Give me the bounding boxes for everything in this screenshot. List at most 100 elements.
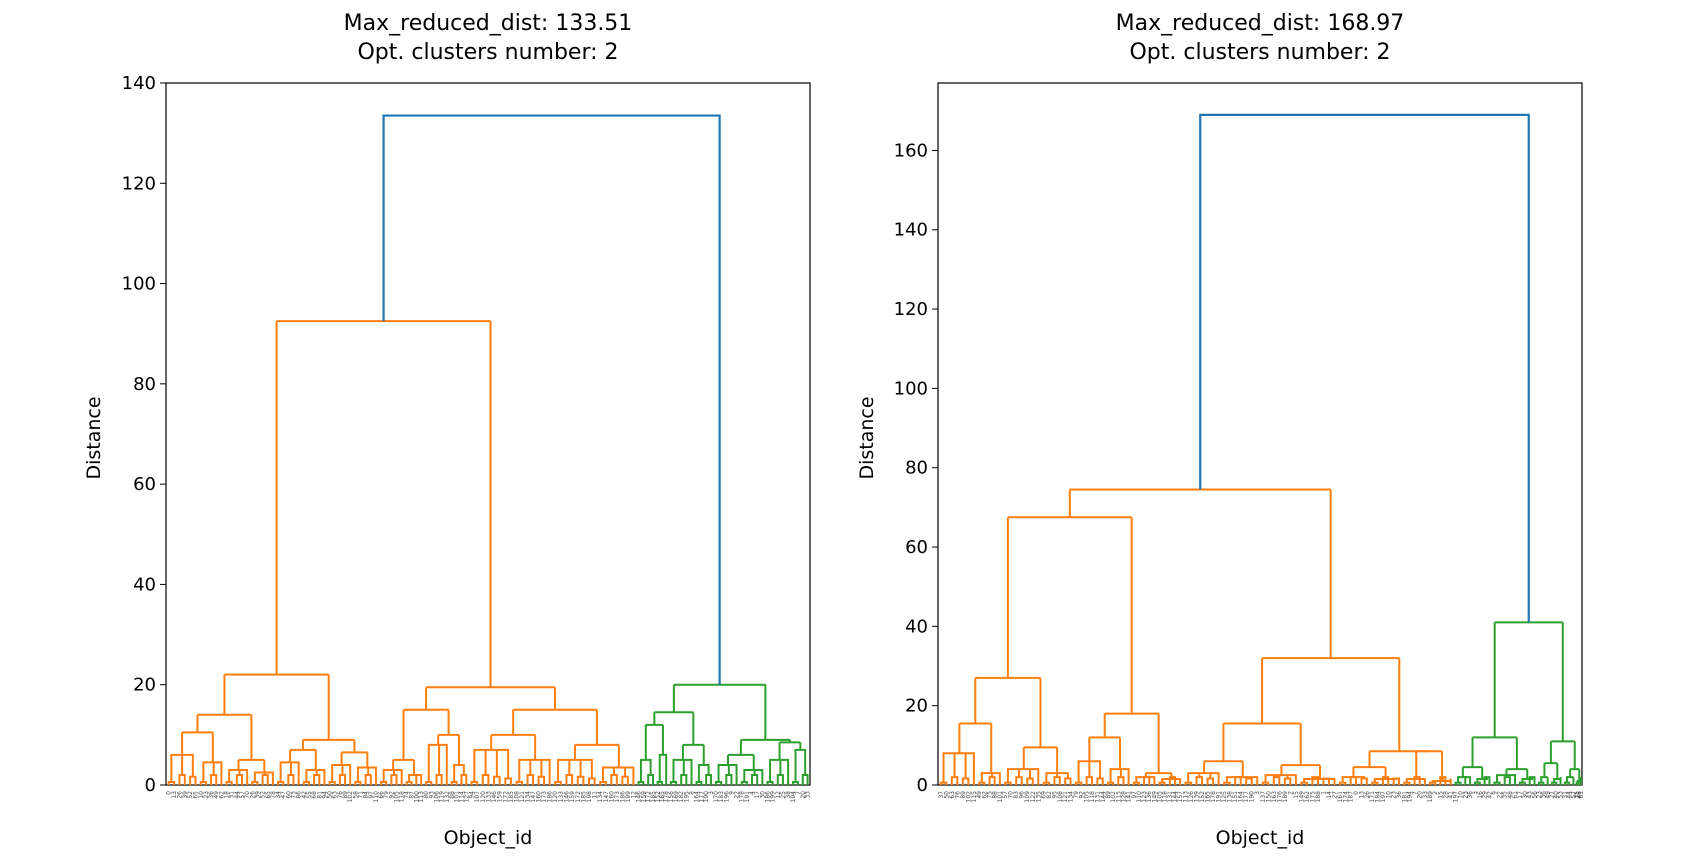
- leaf-label: 178: [663, 791, 670, 803]
- leaf-label: 151: [1232, 791, 1239, 803]
- leaf-label: 173: [541, 791, 548, 803]
- y-tick-label: 140: [894, 220, 928, 241]
- leaf-label: 173: [614, 791, 621, 803]
- leaf-branch: [481, 773, 490, 785]
- leaf-label: 26: [249, 791, 256, 799]
- leaf-label: 113: [418, 791, 425, 803]
- leaf-label: 186: [764, 791, 771, 803]
- leaf-label: 152: [1199, 791, 1206, 803]
- leaf-label: 125: [1221, 791, 1228, 803]
- leaf-label: 30: [1522, 791, 1529, 799]
- leaf-label: 0: [166, 791, 173, 795]
- merge-branch: [639, 758, 652, 782]
- leaf-label: 79: [383, 791, 390, 799]
- leaf-label: 196: [723, 791, 730, 803]
- leaf-label: 134: [525, 791, 532, 803]
- y-tick-label: 80: [133, 374, 156, 395]
- leaf-branch: [1143, 776, 1151, 785]
- leaf-label: 3: [1254, 791, 1261, 795]
- leaf-label: 146: [636, 791, 643, 803]
- left-title-line-2: Opt. clusters number: 2: [357, 40, 618, 65]
- leaf-label: 144: [1100, 791, 1107, 803]
- leaf-label: 114: [458, 791, 465, 803]
- leaf-label: 31: [229, 791, 236, 799]
- leaf-label: 107: [474, 791, 481, 803]
- leaf-label: 23: [1462, 791, 1469, 799]
- leaf-label: 44: [1566, 791, 1573, 799]
- leaf-label: 164: [1238, 791, 1245, 803]
- leaf-label: 108: [514, 791, 521, 803]
- leaf-label: 149: [1151, 791, 1158, 803]
- leaf-label: 185: [580, 791, 587, 803]
- leaf-label: 57: [1002, 791, 1009, 799]
- leaf-label: 4: [749, 791, 756, 795]
- leaf-label: 80: [423, 791, 430, 799]
- leaf-label: 150: [1265, 791, 1272, 803]
- leaf-label: 92: [388, 791, 395, 799]
- leaf-label: 20: [1417, 791, 1424, 799]
- merge-branch: [980, 772, 1001, 783]
- leaf-label: 108: [1057, 791, 1064, 803]
- leaf-label: 49: [976, 791, 983, 799]
- leaf-label: 2: [1287, 791, 1294, 795]
- leaf-label: 100: [413, 791, 420, 803]
- leaf-branch: [610, 773, 618, 785]
- leaf-label: 52: [187, 791, 194, 799]
- merge-branch: [1341, 776, 1366, 783]
- leaf-label: 157: [1177, 791, 1184, 803]
- leaf-label: 69: [1041, 791, 1048, 799]
- leaf-label: 0: [1353, 791, 1360, 795]
- leaf-branch: [1195, 776, 1204, 785]
- leaf-label: 118: [399, 791, 406, 803]
- leaf-branch: [338, 773, 347, 785]
- y-tick-label: 40: [905, 616, 928, 637]
- leaf-label: 121: [519, 791, 526, 803]
- leaf-label: 57: [1570, 791, 1577, 799]
- leaf-branch: [1117, 776, 1125, 785]
- merge-branch: [1495, 774, 1517, 783]
- leaf-branch: [621, 775, 629, 785]
- leaf-label: 47: [280, 791, 287, 799]
- leaf-branch: [988, 776, 996, 785]
- leaf-label: 36: [1540, 791, 1547, 799]
- merge-branch: [1006, 768, 1040, 783]
- leaf-label: 105: [1157, 791, 1164, 803]
- leaf-label: 13: [1358, 791, 1365, 799]
- leaf-label: 113: [1182, 791, 1189, 803]
- y-tick-label: 140: [122, 73, 156, 94]
- leaf-label: 131: [1094, 791, 1101, 803]
- leaf-label: 89: [342, 791, 349, 799]
- leaf-label: 170: [713, 791, 720, 803]
- merge-branch: [717, 763, 738, 782]
- leaf-label: 62: [981, 791, 988, 799]
- merge-branch: [305, 768, 326, 782]
- leaf-label: 94: [468, 791, 475, 799]
- leaf-label: 7: [1412, 791, 1419, 795]
- leaf-label: 163: [1271, 791, 1278, 803]
- merge-branch: [743, 768, 764, 782]
- merge-branch: [331, 763, 352, 782]
- leaf-label: 33: [805, 791, 812, 799]
- plot-frame: [937, 82, 1583, 786]
- leaf-label: 26: [1364, 791, 1371, 799]
- leaf-label: 105: [1084, 791, 1091, 803]
- plot-frame: [165, 82, 811, 786]
- leaf-label: 133: [485, 791, 492, 803]
- leaf-label: 73: [291, 791, 298, 799]
- leaf-branch: [565, 773, 574, 785]
- leaf-branch: [950, 776, 959, 785]
- merge-branch: [1373, 778, 1398, 783]
- leaf-branch: [1360, 777, 1368, 785]
- leaf-label: 15: [1437, 791, 1444, 799]
- merge-branch: [228, 768, 249, 782]
- merge-branch: [408, 773, 419, 782]
- leaf-label: 75: [987, 791, 994, 799]
- leaf-label: 102: [1110, 791, 1117, 803]
- leaf-label: 49: [213, 791, 220, 799]
- leaf-label: 35: [1502, 791, 1509, 799]
- leaf-branch: [705, 773, 712, 785]
- leaf-label: 159: [640, 791, 647, 803]
- leaf-label: 164: [693, 791, 700, 803]
- leaf-label: 137: [1260, 791, 1267, 803]
- merge-branch: [1303, 778, 1336, 783]
